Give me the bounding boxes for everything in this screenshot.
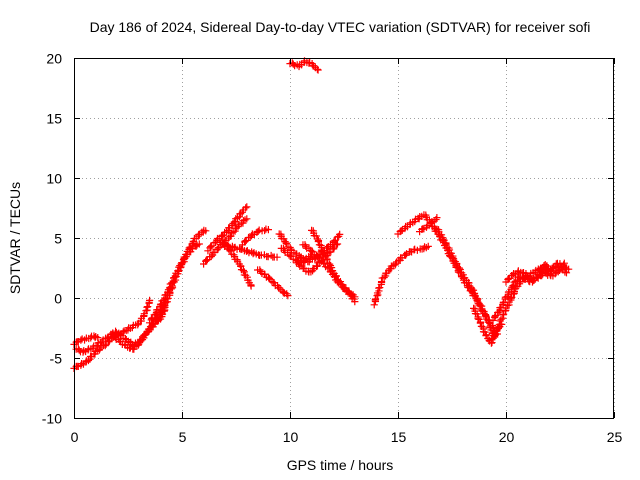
y-tick-label: 10	[46, 171, 62, 187]
data-point	[207, 243, 215, 251]
data-marks	[70, 57, 573, 372]
data-point	[333, 240, 342, 248]
data-point	[330, 237, 338, 245]
data-point	[242, 204, 250, 212]
data-point	[247, 282, 255, 290]
data-point	[465, 279, 473, 287]
data-point	[336, 230, 344, 238]
data-point	[323, 256, 331, 264]
data-point	[509, 290, 518, 298]
data-point	[319, 246, 327, 255]
data-point	[148, 320, 157, 328]
data-point	[241, 237, 249, 245]
data-point	[146, 296, 154, 304]
data-point	[195, 240, 203, 248]
data-point	[437, 231, 446, 239]
data-point	[161, 301, 169, 310]
data-point	[565, 265, 573, 273]
data-point	[121, 334, 129, 343]
y-tick-label: 0	[54, 291, 62, 307]
y-tick-label: -5	[50, 351, 63, 367]
y-tick-label: 20	[46, 51, 62, 67]
data-point	[273, 253, 281, 261]
data-point	[413, 246, 421, 254]
x-tick-label: 10	[283, 429, 299, 445]
data-point	[314, 66, 322, 74]
data-point	[320, 260, 328, 268]
data-point	[254, 227, 262, 236]
data-point	[280, 235, 288, 243]
data-point	[312, 232, 320, 240]
data-point	[239, 266, 247, 275]
data-point	[166, 288, 174, 296]
data-point	[144, 302, 152, 311]
y-tick-label: -10	[42, 411, 62, 427]
data-point	[488, 321, 497, 330]
data-point	[455, 264, 463, 272]
data-point	[427, 219, 435, 227]
plot-frame	[74, 58, 614, 419]
data-point	[101, 341, 109, 350]
data-point	[313, 65, 321, 73]
data-point	[424, 242, 432, 250]
data-point	[189, 237, 197, 245]
y-tick-label: 5	[54, 231, 62, 247]
data-point	[469, 286, 478, 294]
data-point	[547, 267, 556, 275]
data-point	[453, 260, 461, 268]
data-point	[264, 226, 272, 234]
y-axis-label: SDTVAR / TECUs	[7, 182, 23, 294]
data-point	[270, 279, 278, 287]
data-point	[481, 328, 489, 336]
data-point	[93, 341, 102, 350]
axis-ticks: 0 5 10 15 20 25 -10 -5 0 5 10 15 20	[42, 51, 623, 446]
data-point	[243, 203, 251, 211]
data-point	[332, 241, 340, 249]
data-point	[433, 214, 441, 222]
data-point	[103, 334, 111, 342]
x-tick-label: 0	[71, 429, 79, 445]
data-point	[157, 300, 165, 308]
data-point	[473, 310, 481, 318]
data-point	[476, 319, 484, 327]
data-point	[351, 293, 359, 301]
data-point	[314, 237, 322, 246]
x-tick-label: 15	[391, 429, 407, 445]
y-tick-label: 15	[46, 111, 62, 127]
x-tick-label: 5	[179, 429, 187, 445]
data-point	[143, 303, 151, 311]
data-point	[148, 315, 156, 323]
data-point	[237, 262, 245, 271]
data-point	[289, 60, 297, 68]
data-point	[560, 259, 568, 267]
x-tick-label: 20	[499, 429, 515, 445]
data-point	[167, 285, 175, 293]
data-point	[554, 268, 562, 276]
data-point	[442, 240, 450, 248]
chart-title: Day 186 of 2024, Sidereal Day-to-day VTE…	[90, 19, 591, 35]
data-point	[325, 265, 333, 273]
data-point	[346, 290, 354, 298]
data-point	[370, 301, 378, 309]
x-tick-label: 25	[607, 429, 623, 445]
data-point	[284, 292, 292, 300]
data-point	[491, 312, 499, 320]
x-axis-label: GPS time / hours	[287, 457, 394, 473]
data-point	[202, 256, 210, 264]
data-point	[243, 215, 251, 223]
grid	[74, 58, 615, 419]
data-point	[202, 227, 210, 235]
data-point	[331, 273, 339, 281]
data-point	[377, 277, 386, 286]
data-point	[439, 235, 447, 244]
data-point	[459, 271, 467, 279]
data-point	[140, 331, 148, 340]
